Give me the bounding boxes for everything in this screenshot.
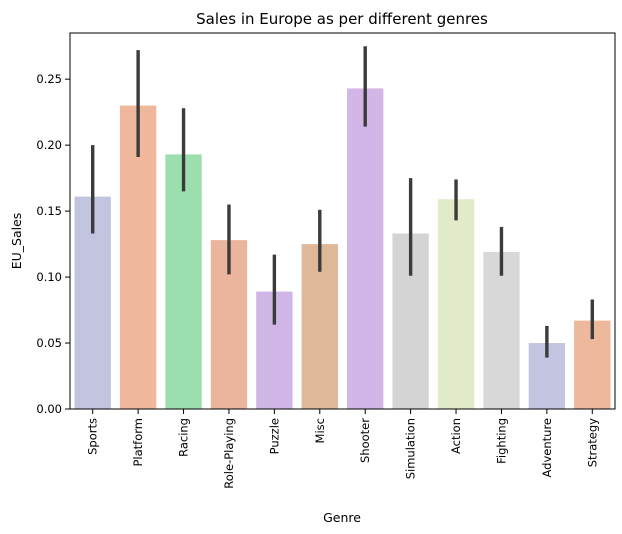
x-tick-label-adventure: Adventure <box>540 418 554 477</box>
bar-action <box>437 199 475 409</box>
x-tick-label-shooter: Shooter <box>358 418 372 463</box>
x-tick-label-sports: Sports <box>86 418 100 455</box>
x-tick-label-puzzle: Puzzle <box>267 418 281 454</box>
x-axis-label: Genre <box>323 510 361 525</box>
y-tick-label-5: 0.25 <box>36 72 62 86</box>
y-tick-label-0: 0.00 <box>36 402 62 416</box>
x-tick-label-racing: Racing <box>177 418 191 457</box>
y-tick-label-3: 0.15 <box>36 204 62 218</box>
y-tick-label-1: 0.05 <box>36 336 62 350</box>
bar-fighting <box>483 252 520 409</box>
y-axis-label: EU_Sales <box>9 213 24 270</box>
chart-title: Sales in Europe as per different genres <box>196 10 488 28</box>
x-tick-label-action: Action <box>449 418 463 454</box>
y-tick-label-4: 0.20 <box>36 138 62 152</box>
plot-area: Sports Platform Racing Role-Playing Puzzle Mi… <box>36 32 616 489</box>
plot-frame <box>69 32 616 410</box>
x-tick-label-misc: Misc <box>313 418 327 443</box>
x-tick-label-strategy: Strategy <box>585 418 599 467</box>
bar-shooter <box>347 88 384 410</box>
bar-racing <box>165 154 202 409</box>
x-tick-label-platform: Platform <box>131 418 145 467</box>
x-tick-label-simulation: Simulation <box>404 418 418 479</box>
y-tick-label-2: 0.10 <box>36 270 62 284</box>
x-tick-label-fighting: Fighting <box>494 418 508 464</box>
x-tick-label-role-playing: Role-Playing <box>222 418 236 489</box>
